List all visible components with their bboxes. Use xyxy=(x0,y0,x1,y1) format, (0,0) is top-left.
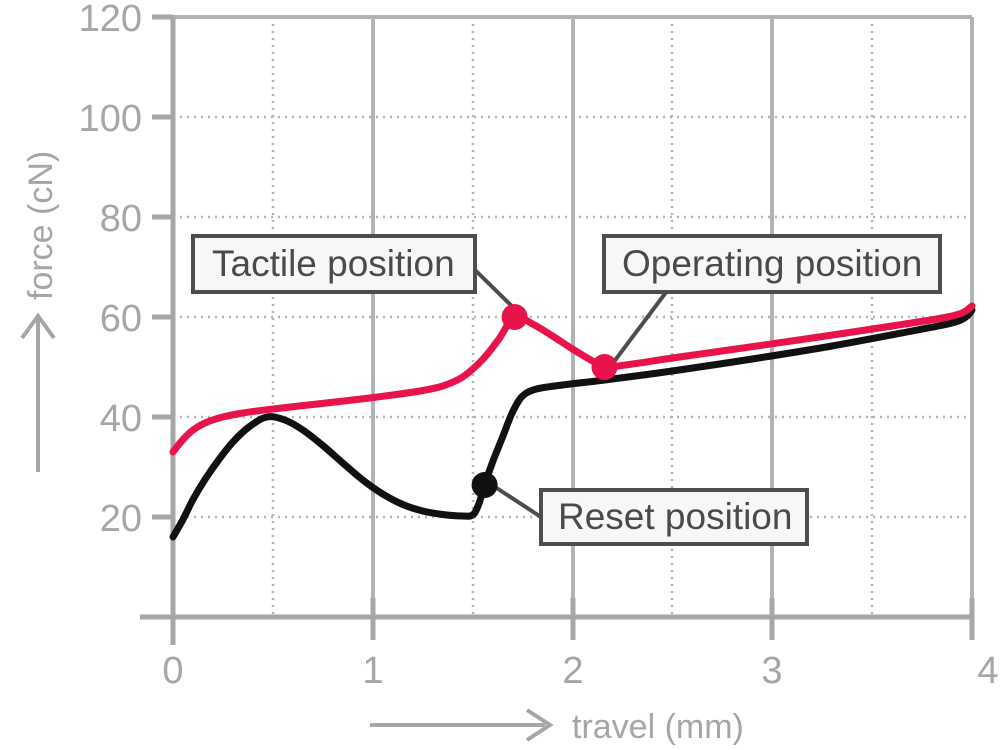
callout-reset-box[interactable] xyxy=(539,488,809,546)
x-axis-arrow-icon xyxy=(370,708,554,742)
callout-tactile[interactable]: Tactile position xyxy=(191,234,477,294)
y-tick-label-20: 20 xyxy=(100,498,142,540)
y-tick-label-80: 80 xyxy=(100,198,142,240)
marker-dot-operating[interactable] xyxy=(591,354,618,380)
callout-reset[interactable]: Reset position xyxy=(539,488,809,546)
x-tick-label-3: 3 xyxy=(761,650,782,692)
marker-dot-reset[interactable] xyxy=(471,472,498,498)
x-tick-label-0: 0 xyxy=(162,650,183,692)
callout-reset-label: Reset position xyxy=(558,496,792,537)
marker-layer xyxy=(471,304,618,498)
x-tick-label-1: 1 xyxy=(362,650,383,692)
callout-tactile-label: Tactile position xyxy=(212,243,455,284)
press-stroke-curve xyxy=(169,302,976,456)
x-arrow-head xyxy=(525,708,554,742)
callout-operating-box[interactable] xyxy=(602,234,942,294)
leader-lines xyxy=(471,266,669,519)
axis-layer: 120 100 80 60 40 20 0 1 2 3 4 xyxy=(79,0,999,692)
y-tick-label-60: 60 xyxy=(100,298,142,340)
x-tick-label-4: 4 xyxy=(977,650,998,692)
x-axis-ticks xyxy=(170,598,975,640)
y-tick-label-120: 120 xyxy=(79,0,142,40)
callout-operating[interactable]: Operating position xyxy=(602,234,942,294)
callout-operating-label: Operating position xyxy=(622,243,922,284)
y-arrow-head xyxy=(20,312,56,340)
y-tick-label-40: 40 xyxy=(100,398,142,440)
y-tick-label-100: 100 xyxy=(79,98,142,140)
x-tick-label-2: 2 xyxy=(562,650,583,692)
series-layer xyxy=(169,302,976,541)
x-axis-title: travel (mm) xyxy=(572,708,744,746)
leader-operating xyxy=(611,289,669,365)
y-axis-title: force (cN) xyxy=(22,151,60,300)
y-axis-arrow-icon xyxy=(20,312,56,472)
vertical-minor-gridlines xyxy=(271,17,874,617)
axis-titles: force (cN) travel (mm) xyxy=(20,151,744,746)
callout-tactile-box[interactable] xyxy=(191,234,477,294)
release-stroke-curve xyxy=(169,306,976,541)
marker-dot-tactile[interactable] xyxy=(501,304,528,330)
leader-reset xyxy=(490,483,543,519)
y-axis-ticks xyxy=(152,14,173,520)
